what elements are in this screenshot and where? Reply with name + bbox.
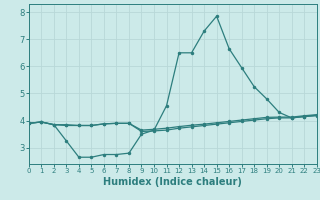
X-axis label: Humidex (Indice chaleur): Humidex (Indice chaleur)	[103, 177, 242, 187]
